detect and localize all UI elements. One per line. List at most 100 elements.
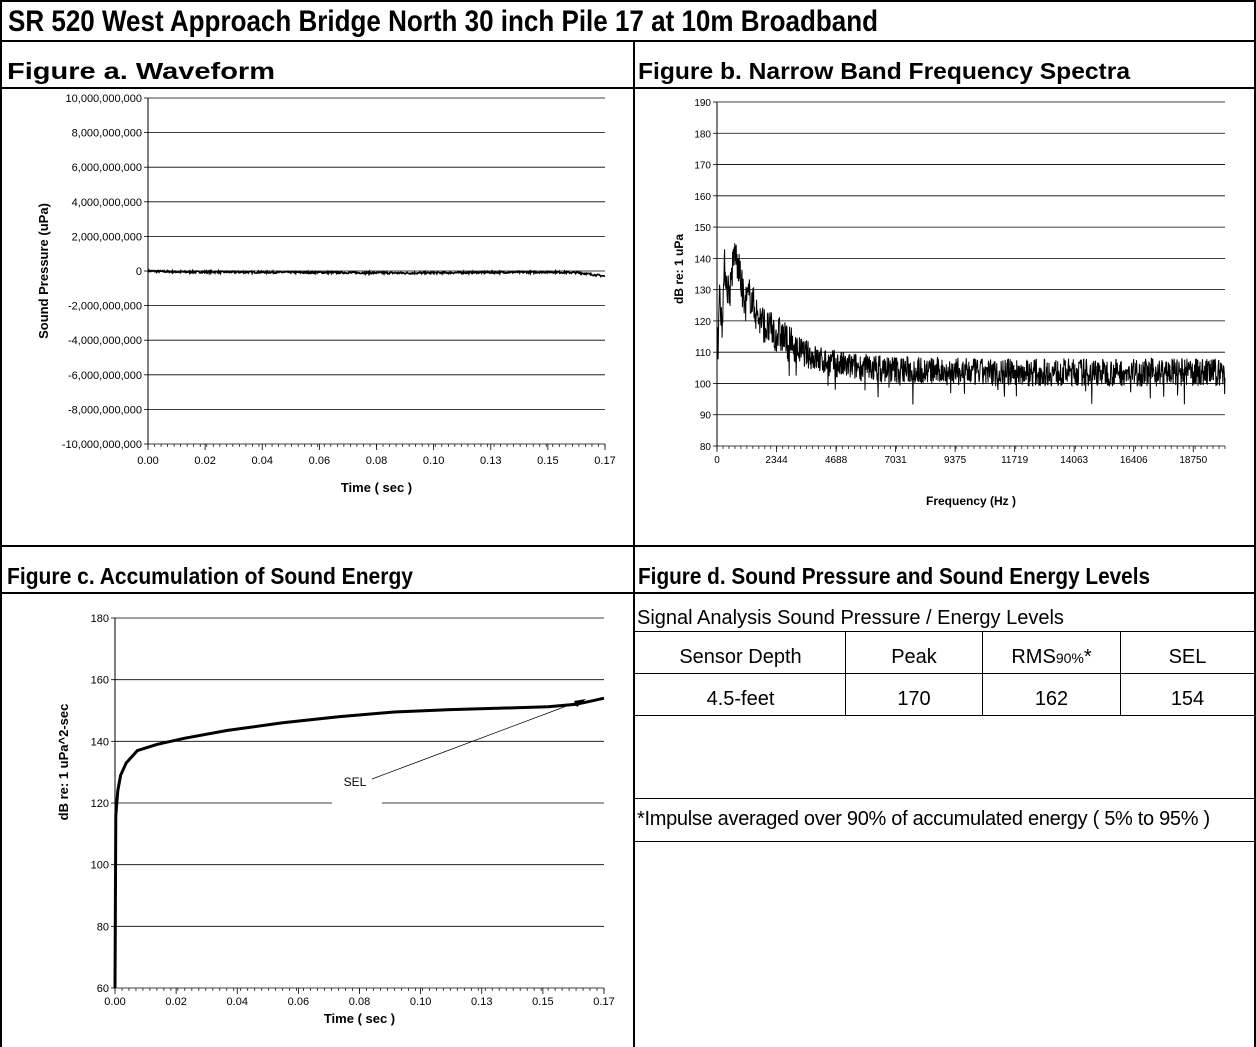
y-tick-label: 100	[91, 860, 109, 872]
y-axis-title: dB re: 1 uPa^2-sec	[56, 704, 71, 821]
y-tick-label: 140	[91, 736, 109, 748]
table-header-divider	[635, 673, 1256, 674]
y-tick-label: 130	[694, 286, 711, 297]
annotation-bg	[332, 789, 382, 813]
header-rms-label: RMS	[1011, 646, 1056, 668]
x-tick-label: 14063	[1060, 455, 1088, 466]
sel-annotation-label: SEL	[344, 775, 367, 789]
y-tick-label: 4,000,000,000	[72, 197, 142, 209]
signal-analysis-subtitle: Signal Analysis Sound Pressure / Energy …	[637, 607, 1064, 629]
y-tick-label: -6,000,000,000	[68, 370, 142, 382]
header-rms: RMS90%*	[983, 637, 1120, 677]
y-tick-label: 80	[97, 921, 109, 933]
x-tick-label: 0.06	[288, 996, 309, 1008]
footnote-bottom-border	[635, 841, 1256, 842]
frequency-spectra-chart: 190 180 170 160 150 140 130 120 110 100 90 800 2344 4…	[672, 98, 1226, 508]
x-tick-label: 11719	[1001, 455, 1029, 466]
title-divider	[0, 40, 1256, 42]
figure-d-title: Figure d. Sound Pressure and Sound Energ…	[638, 561, 1205, 591]
waveform-series	[147, 267, 606, 278]
y-tick-label: 140	[694, 254, 711, 265]
spectrum-series	[716, 243, 1226, 405]
sel-curve	[113, 696, 605, 989]
cell-sensor-depth: 4.5-feet	[706, 688, 775, 710]
y-tick-label: 6,000,000,000	[72, 162, 142, 174]
y-tick-label: -8,000,000,000	[68, 404, 142, 416]
y-tick-label: -2,000,000,000	[68, 301, 142, 313]
waveform-chart: 10,000,000,000 8,000,000,000 6,000,000,000…	[36, 93, 616, 495]
cell-sel: 154	[1170, 688, 1205, 710]
header-sensor-depth: Sensor Depth	[679, 646, 802, 668]
header-peak: Peak	[891, 646, 937, 668]
annotation-arrowhead	[574, 699, 586, 707]
y-tick-label: 110	[695, 348, 711, 359]
x-tick-label: 0.00	[104, 996, 125, 1008]
x-tick-label: 0.17	[593, 996, 614, 1008]
annotation-arrow-line	[371, 700, 581, 780]
x-axis-title: Time ( sec )	[341, 480, 412, 495]
header-rms-subscript: 90%	[1055, 650, 1084, 666]
figure-b-title: Figure b. Narrow Band Frequency Spectra	[638, 56, 1130, 86]
y-tick-label: 120	[91, 798, 109, 810]
y-tick-label: 8,000,000,000	[72, 128, 142, 140]
y-tick-label: 60	[97, 983, 109, 995]
y-axis-title: dB re: 1 uPa	[672, 234, 686, 304]
top-row-header-divider	[0, 87, 1256, 89]
table-bottom-border	[635, 715, 1256, 716]
x-axis-title: Time ( sec )	[324, 1011, 395, 1026]
figure-c-title-text: Figure c. Accumulation of Sound Energy	[7, 563, 413, 589]
frame-left	[0, 0, 2, 1047]
y-tick-label: 10,000,000,000	[66, 93, 142, 105]
x-tick-label: 0.00	[137, 455, 158, 467]
x-tick-label: 0.08	[366, 455, 387, 467]
y-tick-label: 90	[700, 411, 712, 422]
y-tick-label: 100	[694, 379, 711, 390]
x-tick-label: 2344	[765, 455, 788, 466]
x-tick-label: 0.10	[410, 996, 431, 1008]
x-tick-label: 0.15	[532, 996, 553, 1008]
x-tick-label: 0.02	[165, 996, 186, 1008]
x-tick-label: 0.04	[227, 996, 248, 1008]
x-axis-title: Frequency (Hz )	[926, 494, 1016, 508]
figure-c-title: Figure c. Accumulation of Sound Energy	[7, 561, 451, 591]
x-tick-label: 0.13	[471, 996, 492, 1008]
x-tick-label: 0	[714, 455, 720, 466]
figure-a-title-text: Figure a. Waveform	[7, 58, 275, 84]
y-tick-label: 150	[694, 223, 711, 234]
header-rms-asterisk: *	[1083, 646, 1092, 668]
figure-b-title-text: Figure b. Narrow Band Frequency Spectra	[638, 58, 1130, 84]
table-top-border	[635, 631, 1256, 632]
table-col-divider-2	[982, 631, 983, 716]
y-tick-label: 120	[694, 317, 711, 328]
y-tick-label: 170	[694, 161, 711, 172]
x-tick-label: 0.02	[194, 455, 215, 467]
x-tick-label: 9375	[944, 455, 967, 466]
page-title: SR 520 West Approach Bridge North 30 inc…	[8, 4, 1012, 40]
x-tick-label: 0.06	[309, 455, 330, 467]
table-col-divider-3	[1120, 631, 1121, 716]
energy-accumulation-chart: 180 160 140 120 100 80 600.00 0.02 0.04 0.06 0.08 0…	[56, 613, 615, 1026]
y-tick-label: 160	[694, 192, 711, 203]
figure-a-title: Figure a. Waveform	[7, 56, 275, 86]
x-tick-label: 0.10	[423, 455, 444, 467]
x-tick-label: 0.08	[349, 996, 370, 1008]
footnote: *Impulse averaged over 90% of accumulate…	[637, 808, 1210, 830]
y-axis-title: Sound Pressure (uPa)	[36, 203, 51, 339]
x-tick-label: 4688	[825, 455, 848, 466]
figure-d-title-text: Figure d. Sound Pressure and Sound Energ…	[638, 563, 1150, 589]
x-tick-label: 0.04	[252, 455, 273, 467]
x-tick-label: 16406	[1120, 455, 1148, 466]
y-tick-label: -4,000,000,000	[68, 335, 142, 347]
x-tick-label: 18750	[1179, 455, 1207, 466]
x-tick-label: 0.15	[537, 455, 558, 467]
y-tick-label: 0	[136, 266, 142, 278]
y-tick-label: 80	[700, 442, 712, 453]
y-tick-label: 180	[694, 129, 711, 140]
middle-divider-top	[0, 545, 1256, 547]
frame-top	[0, 0, 1256, 2]
y-tick-label: 2,000,000,000	[72, 231, 142, 243]
cell-rms: 162	[1034, 688, 1069, 710]
frame-right	[1254, 0, 1256, 1047]
page-title-text: SR 520 West Approach Bridge North 30 inc…	[8, 5, 878, 38]
y-tick-label: -10,000,000,000	[62, 439, 142, 451]
